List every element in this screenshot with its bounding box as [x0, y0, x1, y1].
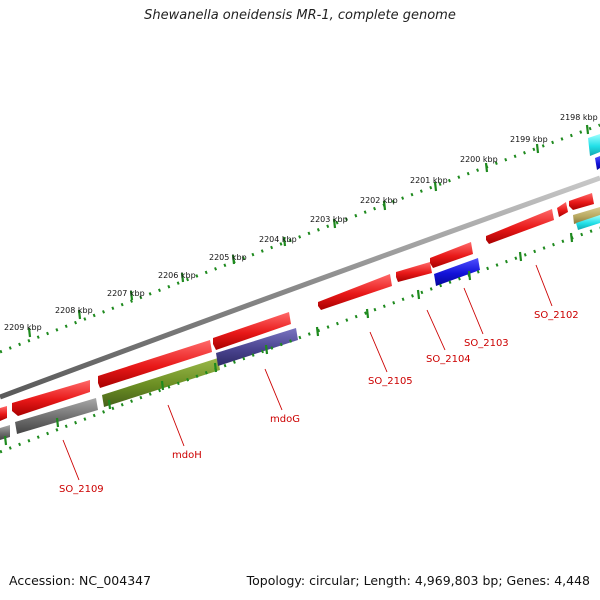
scale-label: 2208 kbp	[55, 306, 93, 315]
gene-block-olive	[102, 358, 220, 407]
gene-arrow-red	[12, 380, 90, 416]
gene-arrow-red	[430, 242, 473, 268]
scale-tick	[467, 270, 472, 281]
scale-tick	[282, 236, 287, 247]
leader-line	[535, 264, 553, 307]
map-title: Shewanella oneidensis MR-1, complete gen…	[144, 8, 456, 23]
scale-tick	[3, 435, 8, 446]
scale-label: 2200 kbp	[460, 155, 498, 164]
gene-block-tan	[573, 207, 600, 224]
gene-arrow-red	[0, 406, 7, 421]
scale-tick	[332, 218, 337, 229]
leader-line	[463, 287, 484, 335]
reverse-strand	[0, 134, 600, 440]
genome-backbone	[0, 175, 600, 400]
scale-tick	[55, 417, 60, 428]
scale-labels: 2198 kbp 2199 kbp 2200 kbp 2201 kbp 2202…	[4, 113, 598, 332]
outer-scale-ring	[0, 123, 600, 354]
outer-scale-ticks	[27, 124, 590, 338]
scale-tick	[231, 254, 236, 265]
scale-tick	[213, 362, 218, 373]
gene-label: SO_2104	[426, 354, 471, 365]
scale-tick	[160, 380, 165, 391]
gene-label: SO_2103	[464, 338, 509, 349]
label-leaders	[62, 264, 553, 481]
scale-tick	[433, 181, 438, 192]
scale-label: 2206 kbp	[158, 271, 196, 280]
scale-tick	[77, 309, 82, 320]
scale-tick	[484, 162, 489, 173]
scale-tick	[382, 200, 387, 211]
scale-label: 2199 kbp	[510, 135, 548, 144]
topology-text: Topology: circular; Length: 4,969,803 bp…	[246, 573, 590, 588]
scale-label: 2204 kbp	[259, 235, 297, 244]
gene-arrow-red	[557, 202, 568, 217]
gene-label: SO_2109	[59, 484, 104, 495]
leader-line	[369, 331, 388, 373]
leader-line	[167, 404, 185, 447]
scale-tick	[27, 327, 32, 338]
leader-line	[264, 368, 283, 411]
accession-text: Accession: NC_004347	[9, 573, 152, 588]
scale-tick	[129, 290, 134, 301]
gene-block-purple	[216, 328, 298, 366]
scale-label: 2198 kbp	[560, 113, 598, 122]
scale-tick	[365, 308, 370, 319]
gene-labels: SO_2102 SO_2103 SO_2104 SO_2105 mdoG mdo…	[59, 310, 579, 495]
scale-label: 2201 kbp	[410, 176, 448, 185]
gene-block-gray	[15, 398, 98, 434]
gene-arrow-red	[396, 262, 432, 282]
scale-label: 2202 kbp	[360, 196, 398, 205]
gene-block-cyan	[588, 134, 600, 156]
leader-line	[62, 439, 80, 481]
gene-label: mdoG	[270, 414, 300, 425]
scale-label: 2207 kbp	[107, 289, 145, 298]
scale-tick	[180, 272, 185, 283]
gene-label: SO_2105	[368, 376, 413, 387]
gene-arrow-red	[98, 340, 212, 388]
gene-arrow-red	[213, 312, 291, 350]
gene-block-cyan	[576, 215, 600, 230]
gene-label: SO_2102	[534, 310, 579, 321]
gene-arrow-red	[569, 193, 594, 210]
gene-block-blue	[595, 156, 600, 170]
gene-arrow-red	[486, 209, 554, 244]
scale-tick	[315, 326, 320, 337]
scale-tick	[518, 251, 523, 262]
scale-tick	[585, 124, 590, 135]
scale-tick	[264, 344, 269, 355]
scale-label: 2209 kbp	[4, 323, 42, 332]
scale-tick	[416, 289, 421, 300]
gene-block-gray	[0, 425, 10, 440]
scale-tick	[569, 232, 574, 243]
gene-label: mdoH	[172, 450, 202, 461]
inner-scale-ticks	[3, 232, 574, 446]
forward-strand	[0, 193, 600, 421]
gene-arrow-red	[318, 274, 392, 310]
scale-label: 2205 kbp	[209, 253, 247, 262]
leader-line	[426, 309, 446, 351]
inner-scale-ring	[0, 226, 600, 454]
scale-label: 2203 kbp	[310, 215, 348, 224]
scale-tick	[535, 143, 540, 154]
scale-tick	[107, 399, 112, 410]
gene-block-blue	[434, 258, 480, 286]
